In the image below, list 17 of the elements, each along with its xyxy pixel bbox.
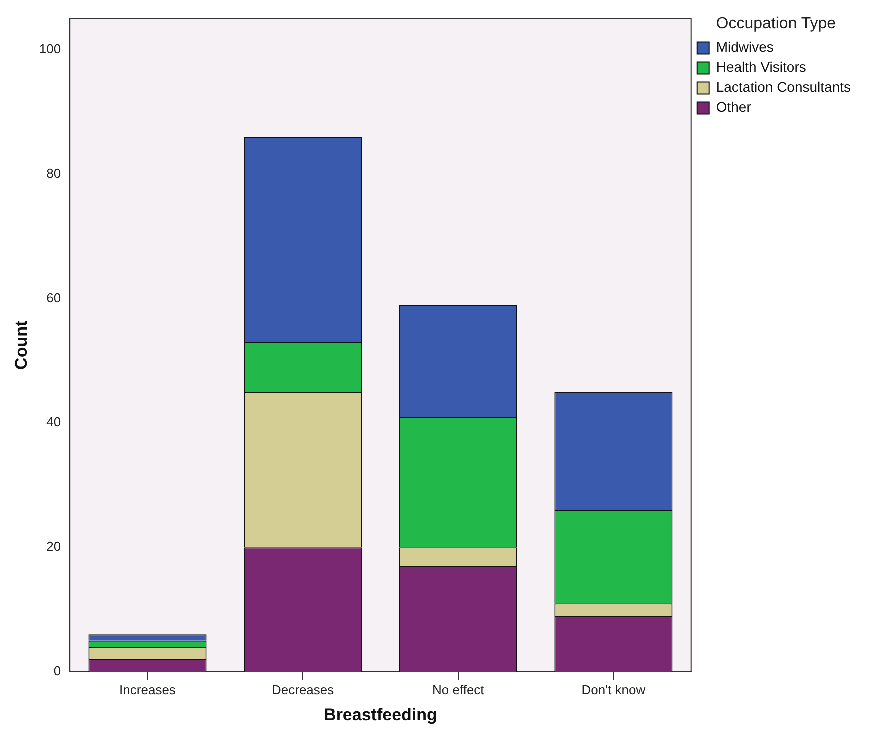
- y-tick-label: 20: [46, 539, 62, 554]
- legend-label: Health Visitors: [716, 59, 806, 76]
- legend-label: Lactation Consultants: [716, 79, 851, 96]
- y-tick-label: 100: [39, 41, 62, 56]
- y-tick-label: 60: [46, 290, 62, 306]
- legend-label: Other: [716, 99, 752, 116]
- x-axis-title: Breastfeeding: [324, 705, 438, 724]
- y-tick-label: 80: [46, 166, 62, 181]
- x-tick-label: Decreases: [272, 682, 335, 698]
- y-tick-label: 0: [54, 664, 62, 679]
- legend-label: Midwives: [716, 39, 774, 56]
- x-tick-label: Don't know: [582, 682, 646, 698]
- y-tick-label: 40: [46, 414, 62, 430]
- x-tick-label: Increases: [120, 682, 176, 698]
- x-tick-label: No effect: [432, 682, 485, 698]
- y-axis-title: Count: [12, 320, 31, 370]
- legend-title: Occupation Type: [716, 15, 836, 32]
